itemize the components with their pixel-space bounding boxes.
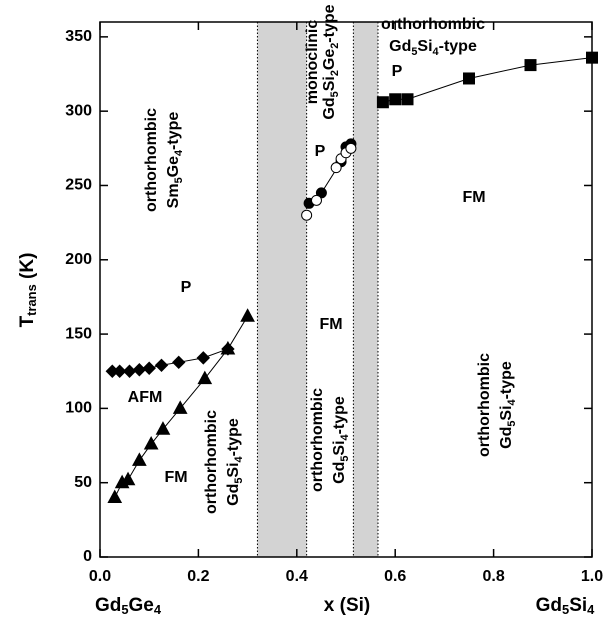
x-tick-label: 1.0 xyxy=(581,568,603,585)
circle-marker xyxy=(301,209,313,221)
circle-marker xyxy=(345,142,357,154)
triangle-marker xyxy=(197,370,213,385)
x-tick-label: 0.0 xyxy=(89,568,111,585)
shaded-region xyxy=(353,22,378,557)
triangle-marker xyxy=(120,471,136,486)
triangle-marker xyxy=(240,308,255,322)
annotation: Gd5Si4-type xyxy=(225,418,245,506)
x-tick-label: 0.2 xyxy=(187,568,209,585)
x-label: x (Si) xyxy=(324,595,370,616)
y-tick-label: 50 xyxy=(74,474,92,491)
y-tick-label: 150 xyxy=(65,325,92,342)
x-tick-label: 0.4 xyxy=(286,568,308,585)
triangle-marker xyxy=(107,489,123,504)
diamond-marker xyxy=(196,351,211,365)
annotation: FM xyxy=(164,469,187,486)
diamond-marker xyxy=(112,364,127,378)
triangle-marker xyxy=(132,452,147,466)
annotation: FM xyxy=(319,316,342,333)
annotation: Gd5Si4-type xyxy=(389,38,477,58)
series-line xyxy=(382,57,593,103)
x-tick-label: 0.6 xyxy=(384,568,406,585)
annotation: AFM xyxy=(128,389,163,406)
annotation: Sm5Ge4-type xyxy=(165,112,185,209)
y-label: Ttrans (K) xyxy=(17,253,39,328)
annotation: P xyxy=(392,63,403,80)
circle-marker xyxy=(330,162,342,174)
y-tick-label: 350 xyxy=(65,28,92,45)
diamond-marker xyxy=(172,355,186,370)
triangle-marker xyxy=(172,400,188,414)
square-marker xyxy=(401,93,414,106)
triangle-marker xyxy=(155,421,171,435)
annotation: FM xyxy=(462,189,485,206)
annotation: orthorhombic xyxy=(476,353,493,457)
square-marker xyxy=(463,72,475,85)
diamond-marker xyxy=(132,363,147,377)
y-tick-label: 0 xyxy=(83,548,92,565)
x-label-left: Gd5Ge4 xyxy=(95,595,162,617)
y-tick-label: 300 xyxy=(65,102,92,119)
triangle-marker xyxy=(220,340,236,355)
diamond-marker xyxy=(122,364,137,378)
triangle-marker xyxy=(143,436,159,450)
y-tick-label: 100 xyxy=(65,400,92,417)
shaded-region xyxy=(257,22,307,557)
diamond-marker xyxy=(142,361,156,375)
annotation: monoclinic xyxy=(304,20,321,105)
annotation: Gd5Si4-type xyxy=(498,361,518,449)
plot-frame xyxy=(99,21,593,558)
square-marker xyxy=(376,96,389,109)
square-marker xyxy=(524,59,537,72)
x-tick-label: 0.8 xyxy=(482,568,504,585)
annotation: P xyxy=(181,279,192,296)
annotation: Gd5Si2Ge2-type xyxy=(321,4,341,119)
annotation: orthorhombic xyxy=(203,410,220,514)
y-tick-label: 250 xyxy=(65,177,92,194)
circle-marker xyxy=(310,194,322,206)
x-label-right: Gd5Si4 xyxy=(536,595,596,617)
square-marker xyxy=(389,93,402,106)
annotation: orthorhombic xyxy=(143,108,160,212)
annotation: orthorhombic xyxy=(381,16,485,33)
annotation: Gd5Si4-type xyxy=(331,396,351,484)
annotation: P xyxy=(315,143,326,160)
diamond-marker xyxy=(154,358,169,372)
annotation: orthorhombic xyxy=(309,388,326,492)
square-marker xyxy=(586,51,598,64)
y-tick-label: 200 xyxy=(65,251,92,268)
